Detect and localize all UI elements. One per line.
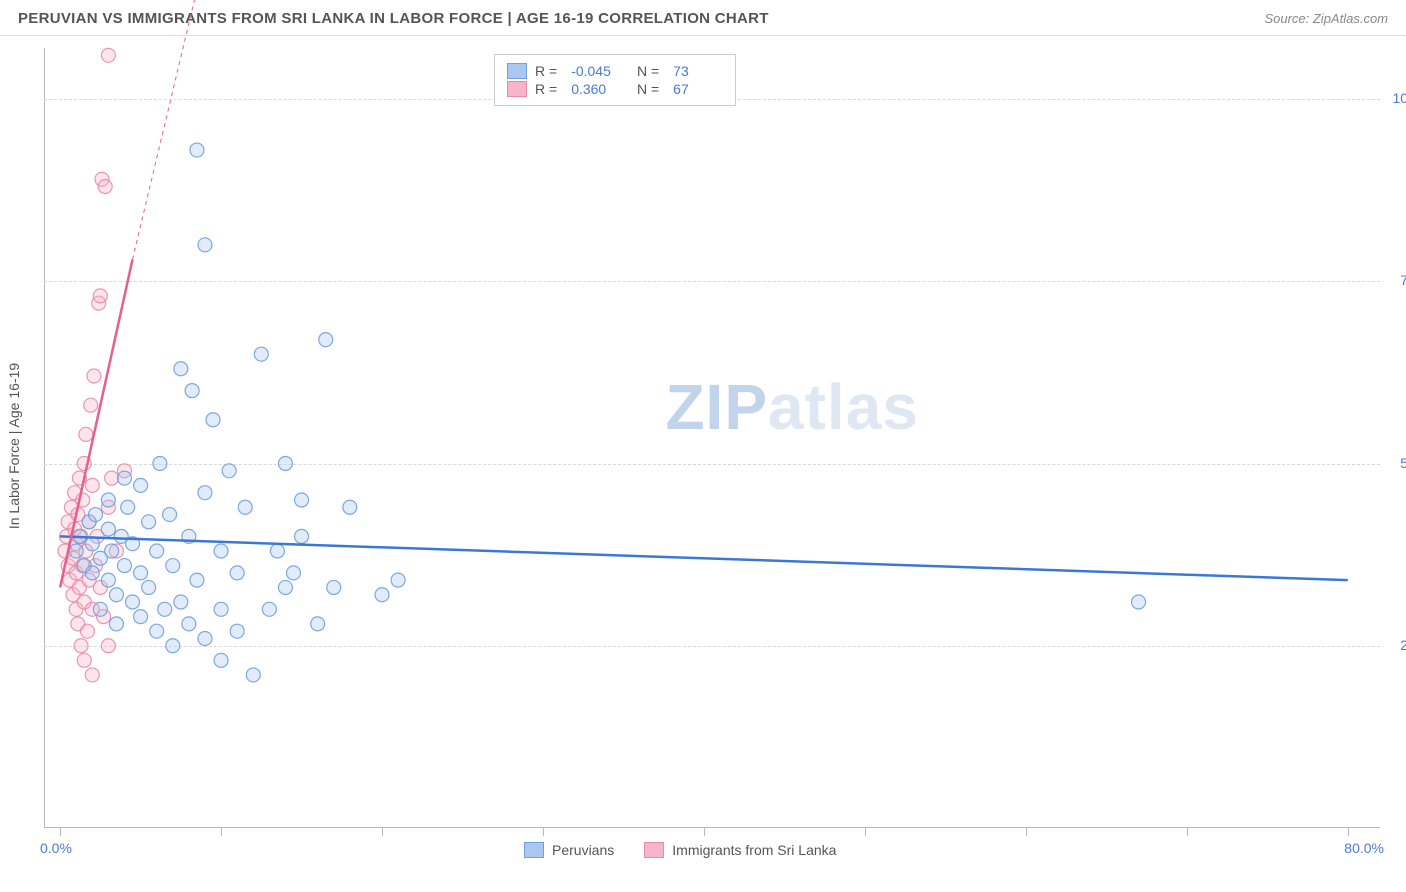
legend-swatch-peruvians xyxy=(507,63,527,79)
legend-item-srilanka: Immigrants from Sri Lanka xyxy=(644,842,836,858)
x-min-label: 0.0% xyxy=(40,840,72,856)
legend-swatch xyxy=(524,842,544,858)
y-tick-label: 25.0% xyxy=(1384,637,1406,653)
legend-r-label: R = xyxy=(535,63,557,79)
legend-n-label: N = xyxy=(629,63,659,79)
legend-r-label: R = xyxy=(535,81,557,97)
legend-row-peruvians: R = -0.045 N = 73 xyxy=(507,63,723,79)
legend-r-value-1: 0.360 xyxy=(571,81,621,97)
legend-r-value-0: -0.045 xyxy=(571,63,621,79)
legend-row-srilanka: R = 0.360 N = 67 xyxy=(507,81,723,97)
series-legend: Peruvians Immigrants from Sri Lanka xyxy=(524,842,836,858)
legend-label-0: Peruvians xyxy=(552,842,614,858)
legend-n-value-0: 73 xyxy=(673,63,723,79)
legend-swatch-srilanka xyxy=(507,81,527,97)
chart-plot-area: In Labor Force | Age 16-19 ZIPatlas 25.0… xyxy=(44,48,1380,828)
legend-n-label: N = xyxy=(629,81,659,97)
legend-n-value-1: 67 xyxy=(673,81,723,97)
legend-item-peruvians: Peruvians xyxy=(524,842,614,858)
plot-region: ZIPatlas 25.0%50.0%75.0%100.0% 0.0% 80.0… xyxy=(44,48,1380,828)
chart-source: Source: ZipAtlas.com xyxy=(1264,11,1388,26)
chart-title: PERUVIAN VS IMMIGRANTS FROM SRI LANKA IN… xyxy=(18,10,769,27)
x-max-label: 80.0% xyxy=(1344,840,1384,856)
legend-swatch xyxy=(644,842,664,858)
legend-label-1: Immigrants from Sri Lanka xyxy=(672,842,836,858)
data-svg xyxy=(44,48,1380,828)
y-tick-label: 75.0% xyxy=(1384,272,1406,288)
y-tick-label: 100.0% xyxy=(1384,90,1406,106)
y-axis-label: In Labor Force | Age 16-19 xyxy=(6,363,22,529)
correlation-legend: R = -0.045 N = 73 R = 0.360 N = 67 xyxy=(494,54,736,106)
chart-header: PERUVIAN VS IMMIGRANTS FROM SRI LANKA IN… xyxy=(0,0,1406,36)
y-tick-label: 50.0% xyxy=(1384,455,1406,471)
